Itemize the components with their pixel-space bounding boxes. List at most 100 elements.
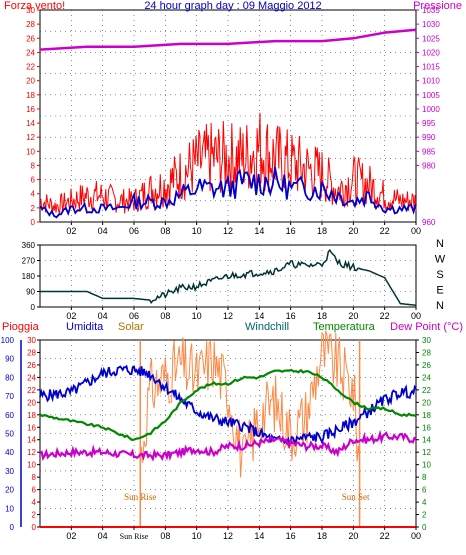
- wind-ytick-label: 10: [26, 147, 35, 156]
- wind-ytick-label: 4: [31, 190, 36, 199]
- humidity-ytick-label: 80: [5, 373, 14, 382]
- pressure-ytick-label: 1005: [422, 91, 440, 100]
- direction-ytick-label: 0: [31, 303, 36, 312]
- pressure-ytick-label: 980: [422, 161, 436, 170]
- dewpoint-line: [39, 429, 417, 462]
- pressure-axis-title: Pressione: [413, 0, 462, 12]
- wind-ytick-label: 8: [31, 161, 36, 170]
- wind-ytick-label: 20: [26, 77, 35, 86]
- wind-ytick-label: 24: [26, 48, 35, 57]
- solar-legend: Solar: [118, 321, 144, 333]
- temp-ytick-label: 22: [27, 386, 36, 395]
- temp-right-ytick-label: 22: [422, 386, 431, 395]
- direction-compass-label: E: [436, 285, 443, 297]
- pressure-ytick-label: 960: [422, 218, 436, 227]
- temp-ytick-label: 8: [32, 473, 37, 482]
- wind-ytick-label: 22: [26, 63, 35, 72]
- temp-xtick-label: 10: [192, 531, 202, 541]
- wind-xtick-label: 16: [286, 226, 296, 236]
- direction-compass-label: N: [436, 300, 444, 312]
- humidity-ytick-label: 100: [1, 336, 15, 345]
- sunset-label: Sun Set: [342, 492, 370, 502]
- pressure-ytick-label: 995: [422, 119, 436, 128]
- humidity-ytick-label: 60: [5, 411, 14, 420]
- wind-xtick-label: 02: [66, 226, 76, 236]
- temp-xtick-label: 12: [223, 531, 233, 541]
- direction-xtick-label: 18: [317, 311, 327, 321]
- chart-title: 24 hour graph day : 09 Maggio 2012: [144, 0, 321, 12]
- direction-xtick-label: 20: [348, 311, 358, 321]
- humidity-ytick-label: 90: [5, 355, 14, 364]
- humidity-ytick-label: 20: [5, 486, 14, 495]
- temp-right-ytick-label: 18: [422, 411, 431, 420]
- direction-compass-label: S: [436, 269, 443, 281]
- wind-ytick-label: 0: [31, 218, 36, 227]
- direction-compass-label: W: [435, 254, 446, 266]
- temp-right-ytick-label: 4: [422, 498, 427, 507]
- dewpoint-legend: Dew Point (°C): [390, 321, 463, 333]
- temp-ytick-label: 2: [32, 511, 37, 520]
- windchill-legend: Windchill: [245, 321, 289, 333]
- humidity-line: [39, 364, 417, 449]
- direction-ytick-label: 180: [22, 272, 36, 281]
- direction-xtick-label: 10: [192, 311, 202, 321]
- pressure-ytick-label: 985: [422, 147, 436, 156]
- temp-xtick-label: 08: [160, 531, 170, 541]
- temp-ytick-label: 14: [27, 436, 36, 445]
- humidity-legend: Umidita: [66, 321, 104, 333]
- direction-xtick-label: 16: [286, 311, 296, 321]
- wind-xtick-label: 04: [98, 226, 108, 236]
- direction-ytick-label: 90: [26, 288, 35, 297]
- temp-ytick-label: 30: [27, 336, 36, 345]
- humidity-ytick-label: 70: [5, 392, 14, 401]
- pressure-ytick-label: 1010: [422, 77, 440, 86]
- wind-xtick-label: 10: [192, 226, 202, 236]
- wind-average-line: [39, 167, 417, 219]
- wind-ytick-label: 30: [26, 6, 35, 15]
- direction-ytick-label: 360: [22, 241, 36, 250]
- temp-right-ytick-label: 10: [422, 461, 431, 470]
- rain-legend: Pioggia: [2, 321, 40, 333]
- temp-xtick-label: 00: [411, 531, 421, 541]
- temp-ytick-label: 28: [27, 348, 36, 357]
- pressure-ytick-label: 1030: [422, 20, 440, 29]
- pressure-line: [39, 28, 417, 51]
- pressure-ytick-label: 1025: [422, 34, 440, 43]
- temp-ytick-label: 16: [27, 423, 36, 432]
- temp-ytick-label: 0: [32, 523, 37, 532]
- wind-ytick-label: 2: [31, 204, 36, 213]
- temp-right-ytick-label: 28: [422, 348, 431, 357]
- temp-ytick-label: 18: [27, 411, 36, 420]
- humidity-ytick-label: 0: [10, 523, 15, 532]
- wind-ytick-label: 14: [26, 119, 35, 128]
- temp-right-ytick-label: 2: [422, 511, 427, 520]
- wind-axis-title: Forza vento!: [4, 0, 65, 12]
- pressure-ytick-label: 1035: [422, 6, 440, 15]
- wind-xtick-label: 12: [223, 226, 233, 236]
- temp-right-ytick-label: 16: [422, 423, 431, 432]
- humidity-ytick-label: 50: [5, 430, 14, 439]
- temp-ytick-label: 26: [27, 361, 36, 370]
- pressure-ytick-label: 990: [422, 133, 436, 142]
- direction-xtick-label: 02: [66, 311, 76, 321]
- wind-xtick-label: 18: [317, 226, 327, 236]
- sunrise-label: Sun Rise: [124, 492, 156, 502]
- wind-ytick-label: 16: [26, 105, 35, 114]
- temp-right-ytick-label: 30: [422, 336, 431, 345]
- wind-ytick-label: 26: [26, 34, 35, 43]
- wind-xtick-label: 20: [348, 226, 358, 236]
- direction-xtick-label: 08: [160, 311, 170, 321]
- temp-ytick-label: 10: [27, 461, 36, 470]
- temp-right-ytick-label: 0: [422, 523, 427, 532]
- temp-right-ytick-label: 14: [422, 436, 431, 445]
- direction-xtick-label: 12: [223, 311, 233, 321]
- temp-right-ytick-label: 24: [422, 373, 431, 382]
- direction-xtick-label: 22: [380, 311, 390, 321]
- temp-ytick-label: 20: [27, 398, 36, 407]
- pressure-ytick-label: 1020: [422, 48, 440, 57]
- direction-ytick-label: 270: [22, 257, 36, 266]
- temp-xtick-label: 20: [348, 531, 358, 541]
- temperature-legend: Temperatura: [313, 321, 376, 333]
